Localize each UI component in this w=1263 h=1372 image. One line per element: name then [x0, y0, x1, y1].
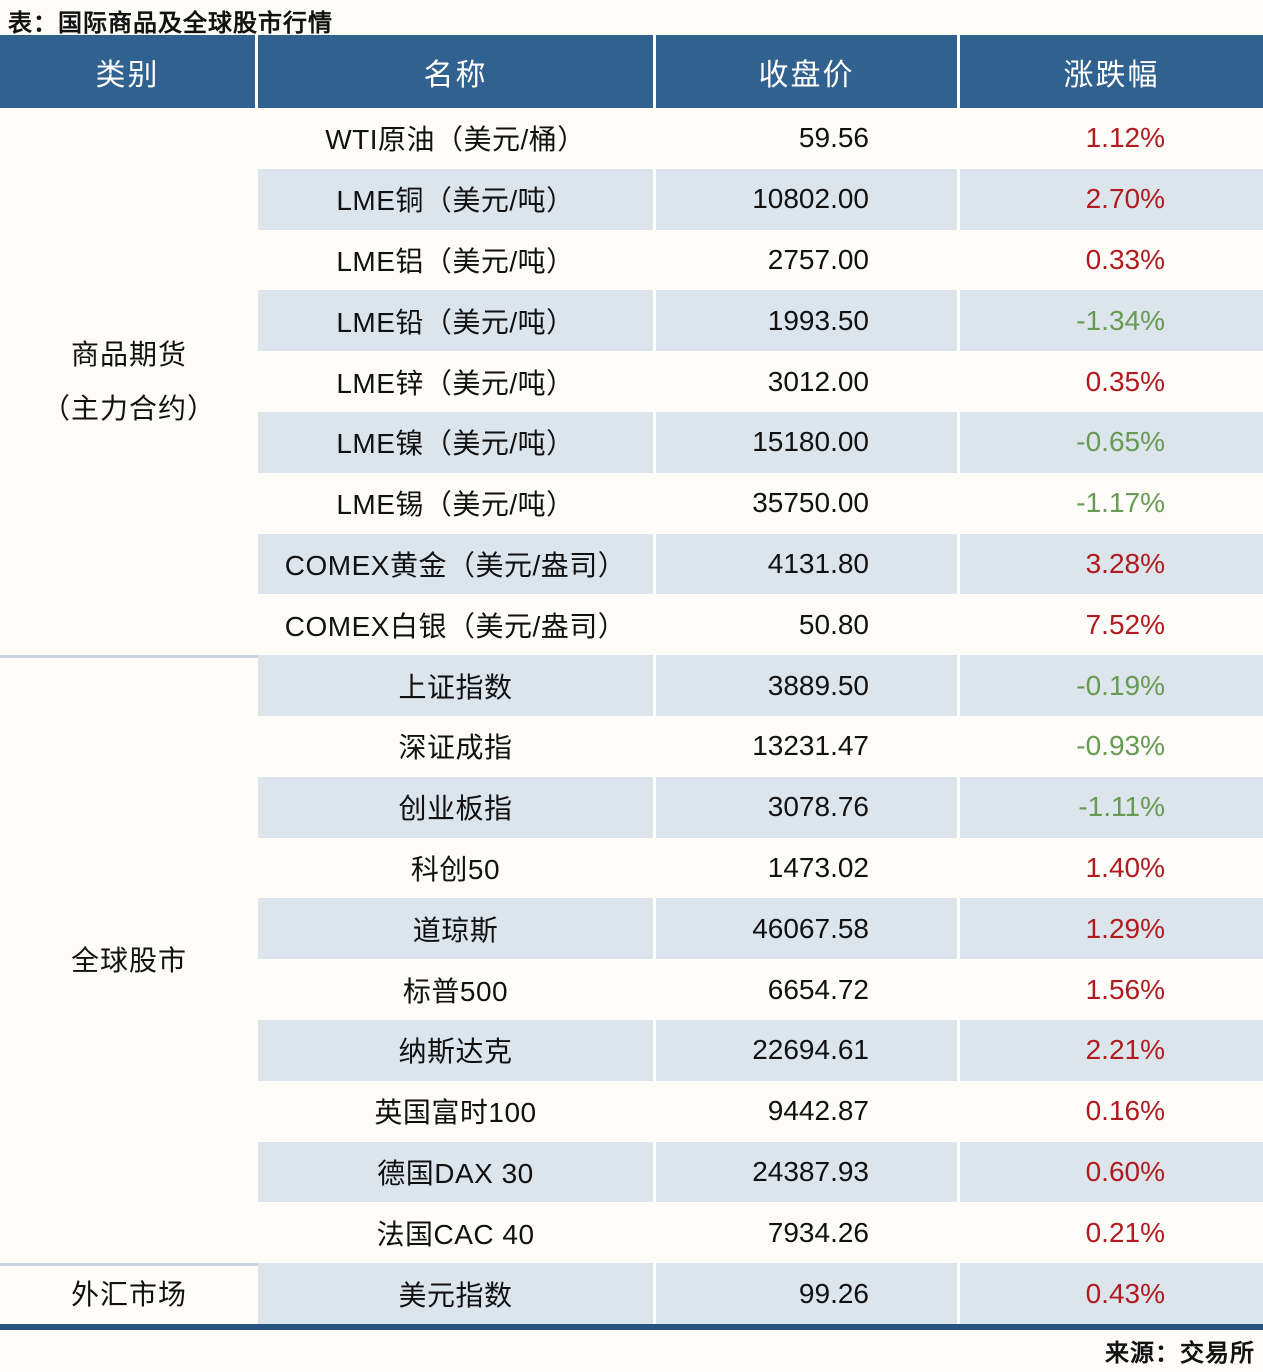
table-row: 上证指数 3889.50 -0.19%: [258, 655, 1263, 716]
table-row: 美元指数 99.26 0.43%: [258, 1263, 1263, 1324]
close-price: 7934.26: [656, 1202, 960, 1264]
column-header-name: 名称: [258, 35, 656, 108]
close-price: 13231.47: [656, 715, 960, 777]
change-percent: 1.12%: [1085, 122, 1165, 154]
change-percent: 0.35%: [1085, 365, 1165, 397]
change-percent: 1.29%: [960, 898, 1263, 960]
instrument-name: 创业板指: [258, 776, 656, 838]
change-percent: 2.70%: [960, 168, 1263, 230]
table-row: 法国CAC 40 7934.26 0.21%: [258, 1202, 1263, 1264]
table-row: 纳斯达克 22694.61 2.21%: [258, 1019, 1263, 1081]
close-price: 4131.80: [656, 533, 960, 595]
close-price: 24387.93: [656, 1141, 960, 1203]
close-price: 1993.50: [656, 290, 960, 352]
close-price: 15180.00: [656, 411, 960, 473]
change-percent: -0.19%: [960, 655, 1263, 716]
table-row: 深证成指 13231.47 -0.93%: [258, 715, 1263, 777]
column-header-category: 类别: [0, 35, 258, 108]
instrument-name: LME镍（美元/吨）: [258, 411, 656, 473]
close-price: 10802.00: [656, 168, 960, 230]
change-percent: -0.93%: [1076, 730, 1165, 762]
table-row: LME锌（美元/吨） 3012.00 0.35%: [258, 351, 1263, 412]
instrument-name: LME锡（美元/吨）: [258, 472, 656, 534]
instrument-name: 标普500: [258, 959, 656, 1020]
table-row: 科创50 1473.02 1.40%: [258, 837, 1263, 899]
close-price: 35750.00: [656, 472, 960, 534]
table-body: 商品期货 （主力合约） 全球股市 外汇市场 WTI原油（美元/桶） 59.56 1.…: [0, 108, 1263, 1324]
instrument-name: 德国DAX 30: [258, 1141, 656, 1203]
table-row: LME铝（美元/吨） 2757.00 0.33%: [258, 229, 1263, 291]
change-percent: -1.11%: [960, 776, 1263, 838]
close-price: 9442.87: [656, 1080, 960, 1142]
table-row: LME锡（美元/吨） 35750.00 -1.17%: [258, 472, 1263, 534]
table-row: 创业板指 3078.76 -1.11%: [258, 776, 1263, 838]
close-price: 50.80: [656, 594, 960, 656]
change-percent: -1.17%: [1076, 487, 1165, 519]
table-row: LME镍（美元/吨） 15180.00 -0.65%: [258, 411, 1263, 473]
category-cell: 外汇市场: [0, 1263, 258, 1324]
category-cell: 全球股市: [0, 655, 258, 1263]
market-table: 类别 名称 收盘价 涨跌幅 商品期货 （主力合约） 全球股市 外汇市场 WTI原油（…: [0, 35, 1263, 1330]
page-title: 表：国际商品及全球股市行情: [8, 10, 333, 37]
instrument-name: 英国富时100: [258, 1080, 656, 1142]
close-price: 3012.00: [656, 351, 960, 412]
table-row: 道琼斯 46067.58 1.29%: [258, 898, 1263, 960]
data-rows-column: WTI原油（美元/桶） 59.56 1.12% LME铜（美元/吨） 10802…: [258, 108, 1263, 1324]
table-row: 英国富时100 9442.87 0.16%: [258, 1080, 1263, 1142]
close-price: 2757.00: [656, 229, 960, 291]
instrument-name: 道琼斯: [258, 898, 656, 960]
column-header-close: 收盘价: [656, 35, 960, 108]
instrument-name: LME锌（美元/吨）: [258, 351, 656, 412]
change-percent: 0.21%: [1085, 1216, 1165, 1248]
change-percent: 0.33%: [1085, 243, 1165, 275]
instrument-name: 纳斯达克: [258, 1019, 656, 1081]
category-column: 商品期货 （主力合约） 全球股市 外汇市场: [0, 108, 258, 1324]
close-price: 22694.61: [656, 1019, 960, 1081]
change-percent: 0.43%: [960, 1263, 1263, 1324]
close-price: 3889.50: [656, 655, 960, 716]
instrument-name: 美元指数: [258, 1263, 656, 1324]
column-header-change: 涨跌幅: [960, 35, 1263, 108]
close-price: 1473.02: [656, 837, 960, 899]
change-percent: 2.21%: [960, 1019, 1263, 1081]
change-percent: -1.34%: [960, 290, 1263, 352]
instrument-name: 上证指数: [258, 655, 656, 716]
change-percent: 7.52%: [1085, 608, 1165, 640]
instrument-name: LME铝（美元/吨）: [258, 229, 656, 291]
close-price: 46067.58: [656, 898, 960, 960]
table-row: COMEX黄金（美元/盎司） 4131.80 3.28%: [258, 533, 1263, 595]
change-percent: 3.28%: [960, 533, 1263, 595]
change-percent: 1.40%: [1085, 851, 1165, 883]
instrument-name: WTI原油（美元/桶）: [258, 108, 656, 169]
table-row: LME铜（美元/吨） 10802.00 2.70%: [258, 168, 1263, 230]
instrument-name: LME铜（美元/吨）: [258, 168, 656, 230]
close-price: 6654.72: [656, 959, 960, 1020]
table-row: LME铅（美元/吨） 1993.50 -1.34%: [258, 290, 1263, 352]
table-row: 标普500 6654.72 1.56%: [258, 959, 1263, 1020]
close-price: 3078.76: [656, 776, 960, 838]
instrument-name: COMEX白银（美元/盎司）: [258, 594, 656, 656]
instrument-name: COMEX黄金（美元/盎司）: [258, 533, 656, 595]
close-price: 99.26: [656, 1263, 960, 1324]
category-cell: 商品期货 （主力合约）: [41, 339, 216, 424]
table-row: COMEX白银（美元/盎司） 50.80 7.52%: [258, 594, 1263, 656]
change-percent: 0.60%: [960, 1141, 1263, 1203]
table-row: 德国DAX 30 24387.93 0.60%: [258, 1141, 1263, 1203]
table-header-row: 类别 名称 收盘价 涨跌幅: [0, 35, 1263, 108]
table-row: WTI原油（美元/桶） 59.56 1.12%: [258, 108, 1263, 169]
close-price: 59.56: [656, 108, 960, 169]
source-note: 来源：交易所: [1105, 1340, 1255, 1368]
instrument-name: 法国CAC 40: [258, 1202, 656, 1264]
change-percent: 0.16%: [1085, 1095, 1165, 1127]
instrument-name: 深证成指: [258, 715, 656, 777]
instrument-name: LME铅（美元/吨）: [258, 290, 656, 352]
instrument-name: 科创50: [258, 837, 656, 899]
change-percent: 1.56%: [1085, 973, 1165, 1005]
change-percent: -0.65%: [960, 411, 1263, 473]
